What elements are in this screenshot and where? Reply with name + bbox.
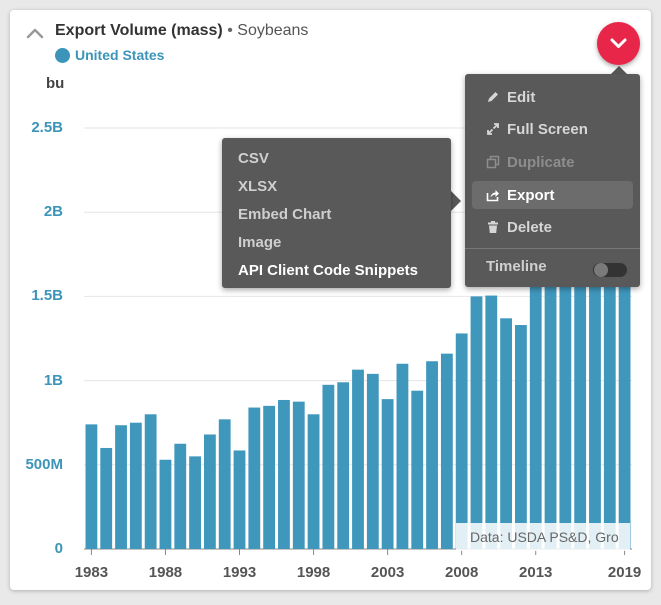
- bar-1991[interactable]: [203, 434, 216, 549]
- bar-2018[interactable]: [603, 245, 616, 549]
- bar-2001[interactable]: [352, 369, 364, 549]
- bar-2006[interactable]: [426, 361, 438, 549]
- timeline-toggle[interactable]: [593, 263, 627, 277]
- legend-dot-icon: [55, 47, 70, 63]
- export-csv-option[interactable]: CSV: [238, 150, 269, 167]
- pencil-icon: [488, 92, 498, 102]
- bar-2003[interactable]: [381, 399, 394, 549]
- source-note: Data: USDA PS&D, Gro: [456, 523, 630, 551]
- bar-1994[interactable]: [248, 407, 261, 549]
- bar-2013[interactable]: [529, 271, 542, 549]
- bar-2004[interactable]: [396, 363, 409, 549]
- bar-1986[interactable]: [129, 422, 142, 549]
- trash-icon: [488, 221, 498, 233]
- x-tick-label: 2003: [370, 564, 405, 581]
- bar-2012[interactable]: [515, 325, 527, 549]
- menu-item-label: Duplicate: [507, 153, 575, 171]
- bar-1996[interactable]: [278, 399, 290, 549]
- menu-item-label: Export: [507, 186, 555, 204]
- x-tick-label: 1983: [74, 564, 109, 581]
- y-tick-label: 1.5B: [31, 287, 63, 305]
- bar-1987[interactable]: [144, 414, 157, 549]
- menu-item-label: Full Screen: [507, 120, 588, 138]
- bar-2017[interactable]: [589, 195, 601, 550]
- x-tick-label: 1988: [148, 564, 183, 581]
- expand-icon: [487, 123, 499, 135]
- legend-item[interactable]: United States: [55, 47, 164, 63]
- export-image-option[interactable]: Image: [238, 234, 282, 251]
- bar-2009[interactable]: [470, 296, 483, 549]
- x-tick-label: 1998: [296, 564, 331, 581]
- bar-2014[interactable]: [544, 237, 557, 549]
- bar-1992[interactable]: [218, 419, 231, 549]
- y-tick-label: 2.5B: [31, 119, 63, 136]
- legend-label: United States: [75, 47, 165, 63]
- chart-options-menu: Edit Full Screen Duplicate Export Delete…: [465, 74, 640, 287]
- menu-item-label: Delete: [507, 218, 553, 236]
- y-tick-label: 1B: [43, 371, 63, 389]
- chevron-up-icon[interactable]: [26, 27, 44, 39]
- toggle-knob: [594, 263, 608, 277]
- chart-title: Export Volume (mass) • Soybeans: [55, 22, 308, 40]
- bar-1998[interactable]: [307, 414, 320, 549]
- bar-2015[interactable]: [559, 220, 572, 549]
- x-tick-label: 2019: [607, 564, 642, 581]
- export-xlsx-option[interactable]: XLSX: [238, 178, 278, 195]
- bar-1988[interactable]: [159, 459, 172, 549]
- menu-divider: [465, 248, 640, 249]
- bar-2002[interactable]: [366, 373, 379, 549]
- bar-1983[interactable]: [85, 424, 98, 549]
- bar-1993[interactable]: [233, 450, 246, 549]
- title-separator: •: [227, 22, 233, 39]
- chart-menu-button[interactable]: [597, 22, 640, 65]
- bar-1989[interactable]: [174, 443, 187, 549]
- bar-1995[interactable]: [263, 405, 276, 549]
- menu-item-full-screen[interactable]: Full Screen: [472, 115, 633, 143]
- x-tick-label: 2008: [444, 564, 479, 581]
- menu-item-edit[interactable]: Edit: [472, 83, 633, 111]
- submenu-caret: [451, 191, 461, 211]
- bar-2019[interactable]: [618, 229, 631, 550]
- menu-item-delete[interactable]: Delete: [472, 213, 633, 241]
- export-embed-chart-option[interactable]: Embed Chart: [238, 206, 332, 223]
- menu-item-export[interactable]: Export: [472, 181, 633, 209]
- bar-2010[interactable]: [485, 295, 498, 549]
- bar-2007[interactable]: [440, 353, 453, 549]
- bar-1985[interactable]: [115, 425, 127, 549]
- export-api-snippets-option[interactable]: API Client Code Snippets: [238, 262, 419, 279]
- chart-title-main: Export Volume (mass): [55, 22, 223, 39]
- export-submenu: CSV XLSX Embed Chart Image API Client Co…: [222, 138, 451, 288]
- menu-item-duplicate[interactable]: Duplicate: [472, 148, 633, 176]
- y-tick-label: 500M: [25, 455, 63, 473]
- menu-item-label: Edit: [507, 88, 536, 106]
- bar-2008[interactable]: [455, 333, 468, 549]
- bar-1990[interactable]: [189, 456, 201, 549]
- y-axis-unit: bu: [46, 75, 65, 92]
- copy-icon: [486, 155, 500, 169]
- timeline-label: Timeline: [486, 258, 547, 275]
- y-tick-label: 0: [54, 540, 63, 557]
- bar-2005[interactable]: [411, 390, 424, 549]
- share-icon: [486, 190, 499, 202]
- bar-1999[interactable]: [322, 384, 335, 549]
- x-tick-label: 2013: [519, 564, 553, 581]
- bar-1984[interactable]: [100, 447, 113, 549]
- x-tick-label: 1993: [222, 564, 257, 581]
- y-tick-label: 2B: [43, 203, 63, 221]
- bar-2011[interactable]: [500, 318, 513, 549]
- chart-subtitle: Soybeans: [237, 22, 309, 39]
- bar-2016[interactable]: [574, 186, 587, 549]
- menu-caret: [611, 66, 627, 74]
- chevron-down-icon: [610, 38, 627, 48]
- bar-1997[interactable]: [292, 401, 305, 549]
- bar-2000[interactable]: [337, 382, 350, 549]
